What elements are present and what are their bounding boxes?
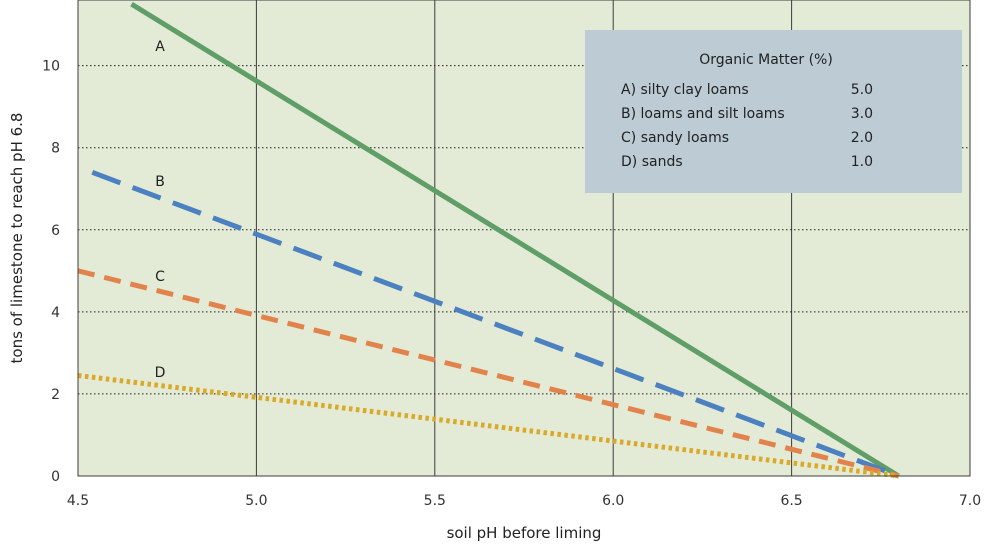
legend-row-label: A) silty clay loams <box>621 82 749 98</box>
x-tick-label: 4.5 <box>67 493 89 509</box>
series-labels: A B C D <box>155 39 166 381</box>
y-axis-title: tons of limestone to reach pH 6.8 <box>8 113 26 364</box>
legend-box <box>585 30 962 193</box>
y-tick-label: 2 <box>51 387 60 403</box>
y-tick-label: 6 <box>51 223 60 239</box>
legend-title: Organic Matter (%) <box>699 52 833 68</box>
y-tick-label: 10 <box>42 59 60 75</box>
series-label-C: C <box>155 269 165 285</box>
legend-row-value: 5.0 <box>851 82 873 98</box>
legend-row-label: C) sandy loams <box>621 130 729 146</box>
legend: Organic Matter (%) A) silty clay loams 5.0… <box>585 30 962 193</box>
plot-frame <box>77 0 971 477</box>
series-label-B: B <box>155 174 165 190</box>
series-label-A: A <box>155 39 165 55</box>
axes: 4.5 5.0 5.5 6.0 6.5 7.0 0 2 4 6 8 10 soil pH before … <box>8 0 981 542</box>
legend-row-label: D) sands <box>621 154 683 170</box>
y-tick-label: 4 <box>51 305 60 321</box>
y-tick-label: 0 <box>51 469 60 485</box>
series-line-D <box>77 372 899 479</box>
x-tick-label: 5.5 <box>424 493 446 509</box>
x-tick-label: 6.0 <box>602 493 624 509</box>
legend-row-value: 1.0 <box>851 154 873 170</box>
y-tick-label: 8 <box>51 141 60 157</box>
series-line-C <box>77 268 900 479</box>
series-line-A <box>130 1 900 479</box>
series-line-B <box>91 170 900 479</box>
x-tick-label: 7.0 <box>959 493 981 509</box>
x-tick-label: 5.0 <box>245 493 267 509</box>
legend-row-label: B) loams and silt loams <box>621 106 785 122</box>
legend-row-value: 2.0 <box>851 130 873 146</box>
x-tick-label: 6.5 <box>780 493 802 509</box>
legend-row-value: 3.0 <box>851 106 873 122</box>
x-axis-title: soil pH before liming <box>447 524 602 542</box>
series-lines <box>77 1 900 479</box>
series-label-D: D <box>155 365 166 381</box>
